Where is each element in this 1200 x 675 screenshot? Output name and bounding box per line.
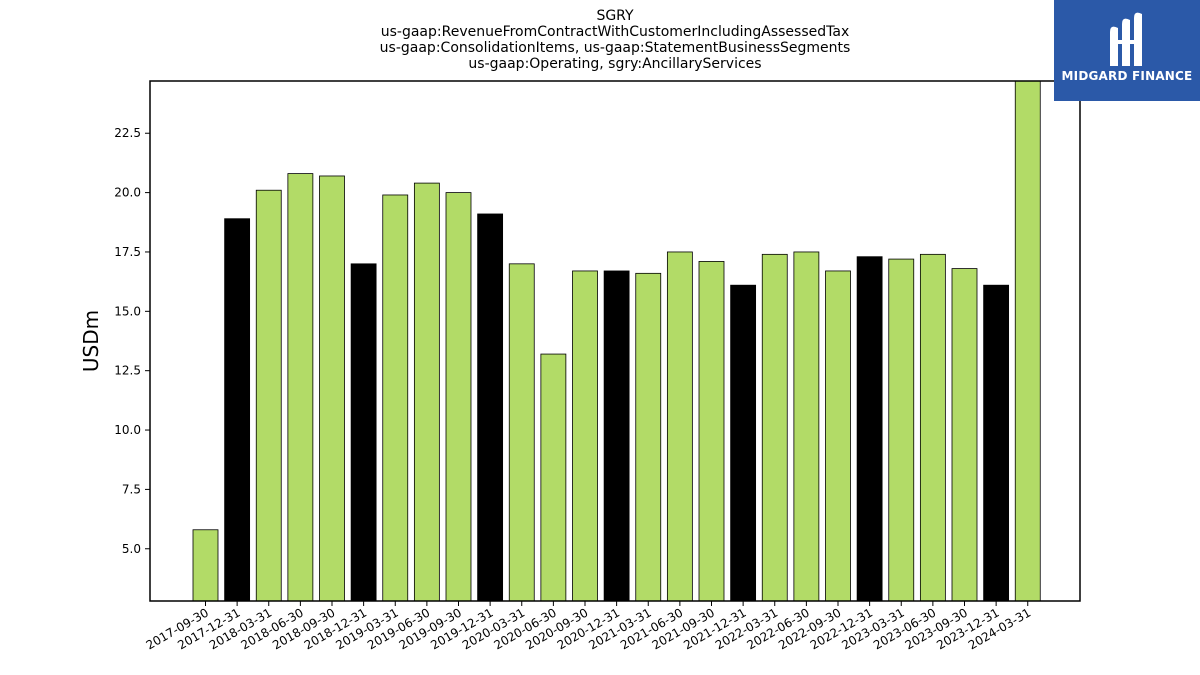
y-tick-label: 10.0 [114,423,141,437]
bar [730,284,757,602]
bar [350,263,377,602]
bar [793,251,820,602]
logo-mark-icon [1110,12,1142,67]
bar [1014,80,1041,602]
bar [255,189,282,602]
bar [698,261,725,602]
x-axis: 2017-09-302017-12-312018-03-312018-06-30… [144,601,1033,652]
bar [477,213,504,602]
bar [825,270,851,602]
title-line: us-gaap:ConsolidationItems, us-gaap:Stat… [380,40,851,56]
bars [192,80,1041,602]
y-tick-label: 5.0 [122,542,141,556]
y-tick-label: 17.5 [114,245,141,259]
bar [951,268,978,602]
bar [540,353,567,602]
y-axis: 5.0 7.5 10.0 12.5 15.0 17.5 20.0 22.5 [114,126,150,556]
y-tick-label: 12.5 [114,364,141,378]
bar [508,263,535,602]
bar [635,272,662,602]
bar [983,284,1010,602]
bar [888,258,915,602]
bar [224,218,251,602]
chart-title: SGRYus-gaap:RevenueFromContractWithCusto… [380,8,851,72]
bar [319,175,345,602]
title-line: us-gaap:RevenueFromContractWithCustomerI… [381,24,850,40]
brand-logo: MIDGARD FINANCE [1054,0,1200,101]
bar [413,182,440,602]
bar [919,253,946,602]
plot-frame [149,80,1081,602]
bar [287,173,314,602]
y-axis-label: USDm [79,310,103,372]
bar [603,270,630,602]
y-tick-label: 22.5 [114,126,141,140]
bar [445,192,472,602]
bar [382,194,409,602]
y-tick-label: 20.0 [114,186,141,200]
bar [192,529,219,602]
bar [856,256,883,602]
bar [572,270,598,602]
title-line: us-gaap:Operating, sgry:AncillaryService… [468,56,761,72]
bar [666,251,693,602]
y-tick-label: 7.5 [122,482,141,496]
bar [761,253,788,602]
y-tick-label: 15.0 [114,304,141,318]
title-line: SGRY [596,8,634,24]
logo-text: MIDGARD FINANCE [1061,69,1193,83]
